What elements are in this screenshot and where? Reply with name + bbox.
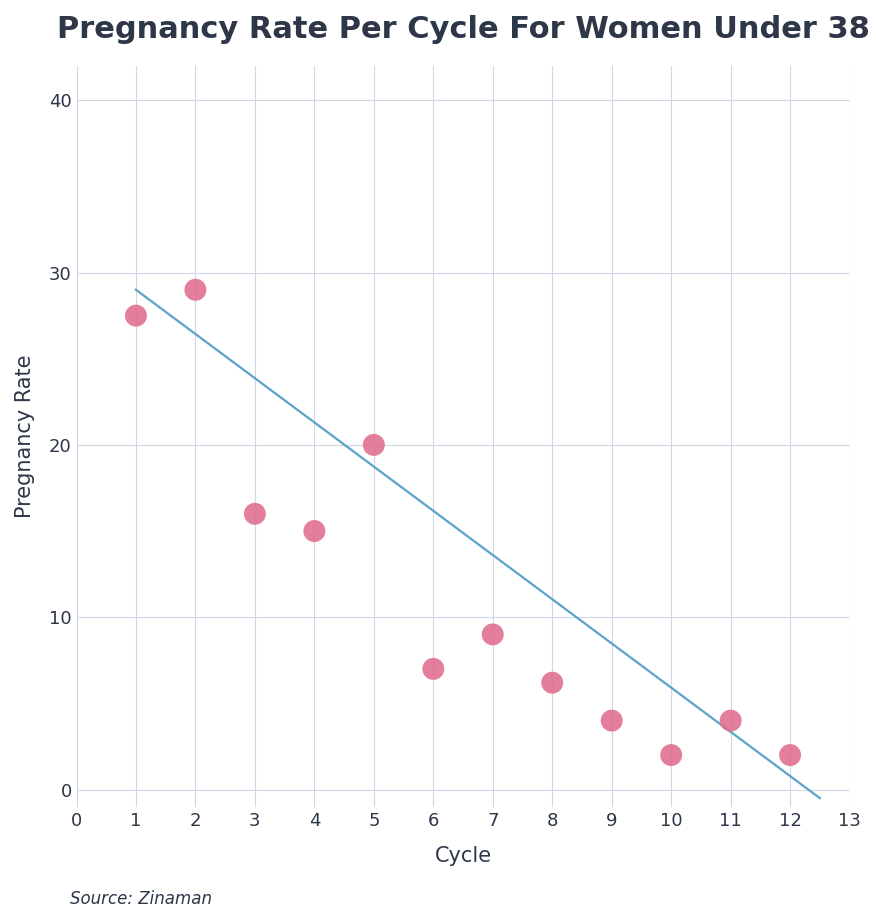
Point: [427, 662, 441, 677]
Y-axis label: Pregnancy Rate: Pregnancy Rate: [15, 354, 35, 518]
Point: [545, 676, 559, 690]
Point: [129, 308, 143, 323]
Point: [367, 438, 381, 453]
Point: [486, 627, 500, 642]
Point: [604, 713, 618, 728]
Point: [188, 283, 202, 297]
Point: [783, 748, 797, 763]
X-axis label: Cycle: Cycle: [434, 846, 491, 867]
Title: Pregnancy Rate Per Cycle For Women Under 38: Pregnancy Rate Per Cycle For Women Under…: [57, 15, 870, 44]
Point: [724, 713, 738, 728]
Text: Source: Zinaman: Source: Zinaman: [70, 890, 212, 908]
Point: [664, 748, 678, 763]
Point: [248, 507, 262, 521]
Point: [307, 523, 321, 538]
